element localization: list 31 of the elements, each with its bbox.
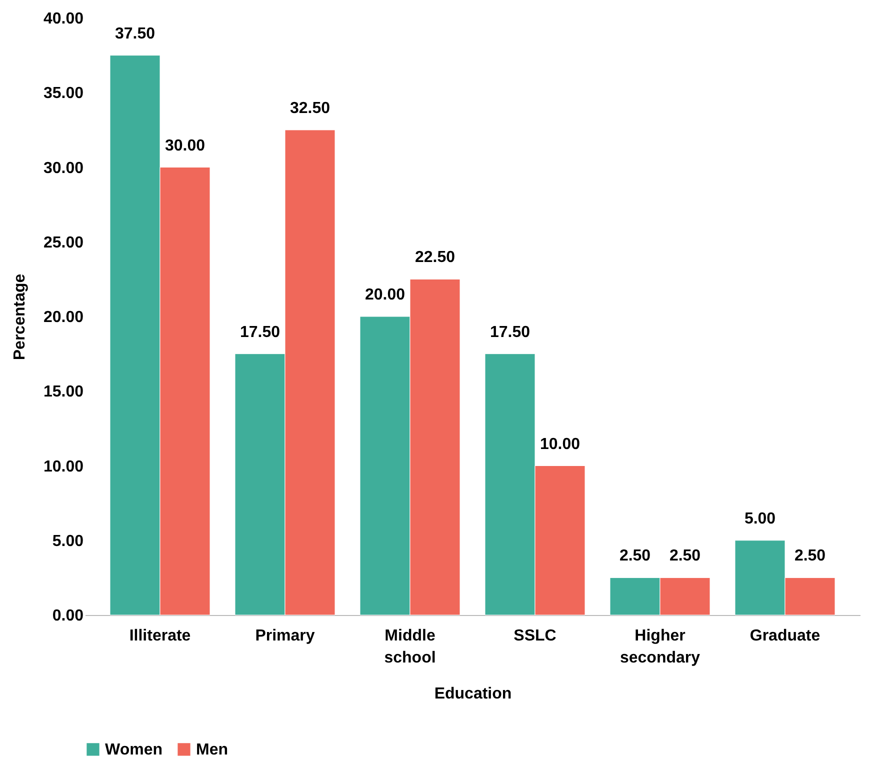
data-label: 10.00 [540,436,580,453]
y-tick-label: 30.00 [43,160,84,177]
data-label: 17.50 [240,324,280,341]
x-tick-label: Middle school [384,628,436,666]
data-label: 20.00 [364,286,406,304]
x-tick-label: Higher secondary [620,628,700,666]
y-tick-label: 15.00 [43,384,84,401]
data-label: 5.00 [744,510,776,528]
y-tick-label: 35.00 [43,85,84,102]
y-tick-label: 40.00 [43,10,84,28]
x-tick-label: Illiterate [129,628,191,644]
data-label: 2.50 [669,548,701,565]
y-tick-label: 10.00 [43,458,84,476]
data-label: 2.50 [794,548,826,565]
data-label: 30.00 [164,137,206,154]
x-tick-label: Graduate [750,628,820,644]
y-tick-label: 0.00 [52,608,84,624]
y-tick-label: 25.00 [43,234,84,252]
legend-label: Women [105,741,162,758]
data-label: 2.50 [619,548,651,565]
data-label: 17.50 [490,324,530,341]
data-label: 37.50 [114,25,156,42]
y-axis-title: Percentage [11,274,28,360]
legend-label: Men [196,741,228,758]
data-label: 32.50 [290,100,330,117]
x-tick-label: Primary [255,628,315,644]
x-axis-title: Education [434,686,512,702]
x-tick-label: SSLC [514,628,557,644]
y-tick-label: 20.00 [43,309,84,326]
data-label: 22.50 [414,249,456,266]
y-tick-label: 5.00 [52,532,84,550]
